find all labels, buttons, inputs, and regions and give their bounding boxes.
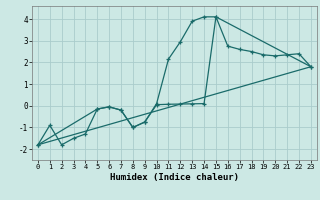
X-axis label: Humidex (Indice chaleur): Humidex (Indice chaleur) [110,173,239,182]
